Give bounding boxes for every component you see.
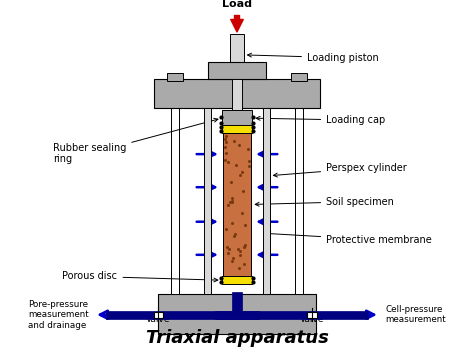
Text: Loading cap: Loading cap (256, 115, 385, 125)
Bar (154, 312, 163, 318)
Text: Cell-pressure
measurement: Cell-pressure measurement (386, 305, 446, 324)
Bar (307, 312, 317, 318)
Bar (232, 79, 242, 110)
Bar (222, 277, 252, 284)
Bar (167, 73, 183, 81)
Text: Soil specimen: Soil specimen (255, 197, 394, 207)
Text: Valve: Valve (146, 315, 171, 324)
Text: Rubber sealing
ring: Rubber sealing ring (53, 118, 218, 164)
Text: Perspex cylinder: Perspex cylinder (273, 163, 407, 177)
Bar (204, 108, 211, 294)
Bar (154, 79, 320, 108)
Bar (215, 311, 368, 318)
Bar (222, 110, 252, 127)
Bar (171, 106, 180, 294)
Text: Protective membrane: Protective membrane (267, 232, 432, 245)
Bar (222, 125, 252, 132)
Bar (208, 62, 266, 79)
Bar (106, 311, 259, 318)
Text: Triaxial apparatus: Triaxial apparatus (146, 329, 328, 347)
Text: Valve: Valve (300, 315, 324, 324)
Text: Porous disc: Porous disc (63, 271, 218, 282)
Text: Pore-pressure
measurement
and drainage: Pore-pressure measurement and drainage (28, 300, 88, 330)
Bar (263, 108, 270, 294)
Text: Load: Load (222, 0, 252, 9)
Bar (223, 132, 251, 277)
Bar (158, 294, 316, 334)
Bar (291, 73, 307, 81)
Bar (230, 34, 244, 79)
Bar (294, 106, 303, 294)
Text: Loading piston: Loading piston (247, 53, 379, 63)
Bar (232, 292, 242, 311)
